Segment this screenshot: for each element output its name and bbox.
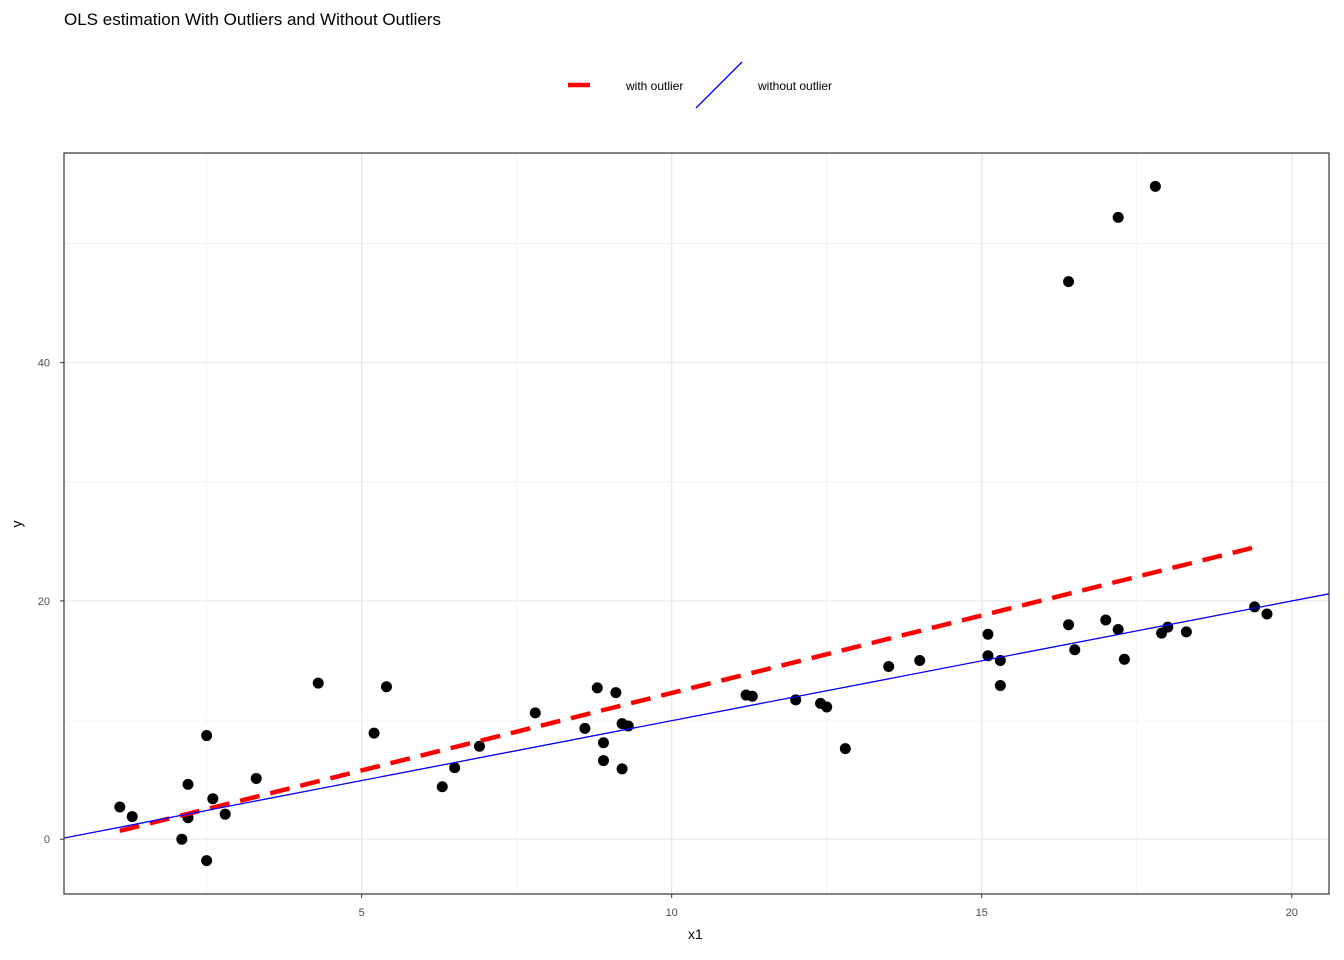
- data-point: [1069, 644, 1081, 656]
- data-point: [821, 701, 833, 713]
- data-point: [610, 687, 622, 699]
- data-point: [982, 628, 994, 640]
- data-point: [597, 755, 609, 767]
- data-point: [219, 808, 231, 820]
- data-point: [914, 655, 926, 667]
- data-point: [579, 722, 591, 734]
- data-point: [1063, 276, 1075, 288]
- data-point: [883, 660, 895, 672]
- x-tick-label: 20: [1286, 907, 1298, 919]
- data-point: [1112, 624, 1124, 636]
- y-tick-label: 40: [38, 358, 50, 370]
- data-point: [1063, 619, 1075, 631]
- data-point: [207, 793, 219, 805]
- y-tick-label: 0: [44, 834, 50, 846]
- panel-border: [63, 152, 1330, 895]
- data-point: [529, 707, 541, 719]
- legend-keys: [568, 61, 743, 109]
- x-tick-label: 15: [976, 907, 988, 919]
- data-point: [1162, 621, 1174, 633]
- y-axis-title: y: [8, 520, 25, 528]
- data-point: [597, 737, 609, 749]
- data-point: [591, 682, 603, 694]
- data-point: [312, 677, 324, 689]
- with-outlier-line: [119, 545, 1256, 834]
- data-point: [201, 730, 213, 742]
- data-point: [250, 772, 262, 784]
- x-axis-title: x1: [688, 926, 703, 942]
- data-point: [114, 801, 126, 813]
- data-point: [126, 811, 138, 823]
- data-point: [182, 778, 194, 790]
- data-point: [994, 680, 1006, 692]
- legend-label-with-outlier: with outlier: [626, 79, 684, 93]
- data-point: [176, 833, 188, 845]
- data-point: [1118, 653, 1130, 665]
- data-point: [746, 690, 758, 702]
- data-point: [368, 727, 380, 739]
- data-point: [201, 855, 213, 867]
- x-tick-label: 5: [359, 907, 365, 919]
- data-point: [449, 762, 461, 774]
- data-point: [1249, 601, 1261, 613]
- data-point: [1112, 211, 1124, 223]
- data-point: [380, 681, 392, 693]
- legend-key-without-outlier: [695, 61, 743, 109]
- data-point: [1261, 608, 1273, 620]
- data-point: [839, 743, 851, 755]
- data-point: [473, 740, 485, 752]
- data-point: [436, 781, 448, 793]
- y-tick-label: 20: [38, 596, 50, 608]
- data-point: [1149, 180, 1161, 192]
- chart-title: OLS estimation With Outliers and Without…: [64, 10, 441, 29]
- legend: with outlier without outlier: [560, 58, 880, 114]
- data-point: [1180, 626, 1192, 638]
- data-point: [1100, 614, 1112, 626]
- x-tick-label: 10: [666, 907, 678, 919]
- legend-label-without-outlier: without outlier: [758, 79, 833, 93]
- without-outlier-line: [64, 593, 1329, 839]
- data-point: [616, 763, 628, 775]
